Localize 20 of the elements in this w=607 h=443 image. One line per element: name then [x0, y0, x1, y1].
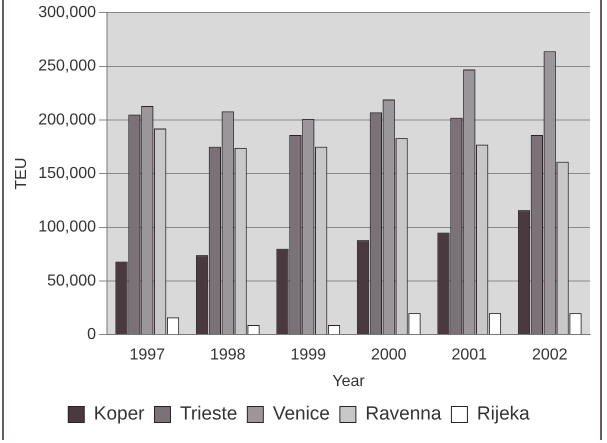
legend-label: Rijeka [476, 404, 530, 425]
x-tick-label: 1999 [290, 346, 326, 364]
x-tick-label: 2002 [532, 346, 568, 364]
y-axis-title: TEU [13, 158, 30, 190]
x-tick-label: 1998 [210, 346, 246, 364]
y-tick-label: 200,000 [38, 111, 96, 128]
y-tick-label: 250,000 [38, 58, 96, 75]
y-tick-label: 150,000 [38, 165, 96, 182]
legend-label: Trieste [180, 404, 238, 425]
x-tick-label: 1997 [129, 346, 166, 364]
y-tick-label: 50,000 [47, 272, 96, 290]
legend-label: Koper [94, 404, 146, 425]
legend-label: Ravenna [365, 404, 442, 425]
x-axis-title: Year [332, 372, 366, 390]
legend-label: Venice [272, 404, 330, 425]
y-tick-label: 100,000 [38, 218, 96, 236]
y-tick-label: 0 [87, 326, 96, 344]
x-tick-label: 2000 [370, 346, 407, 364]
y-tick-label: 300,000 [38, 4, 96, 22]
x-tick-label: 2001 [451, 346, 488, 364]
